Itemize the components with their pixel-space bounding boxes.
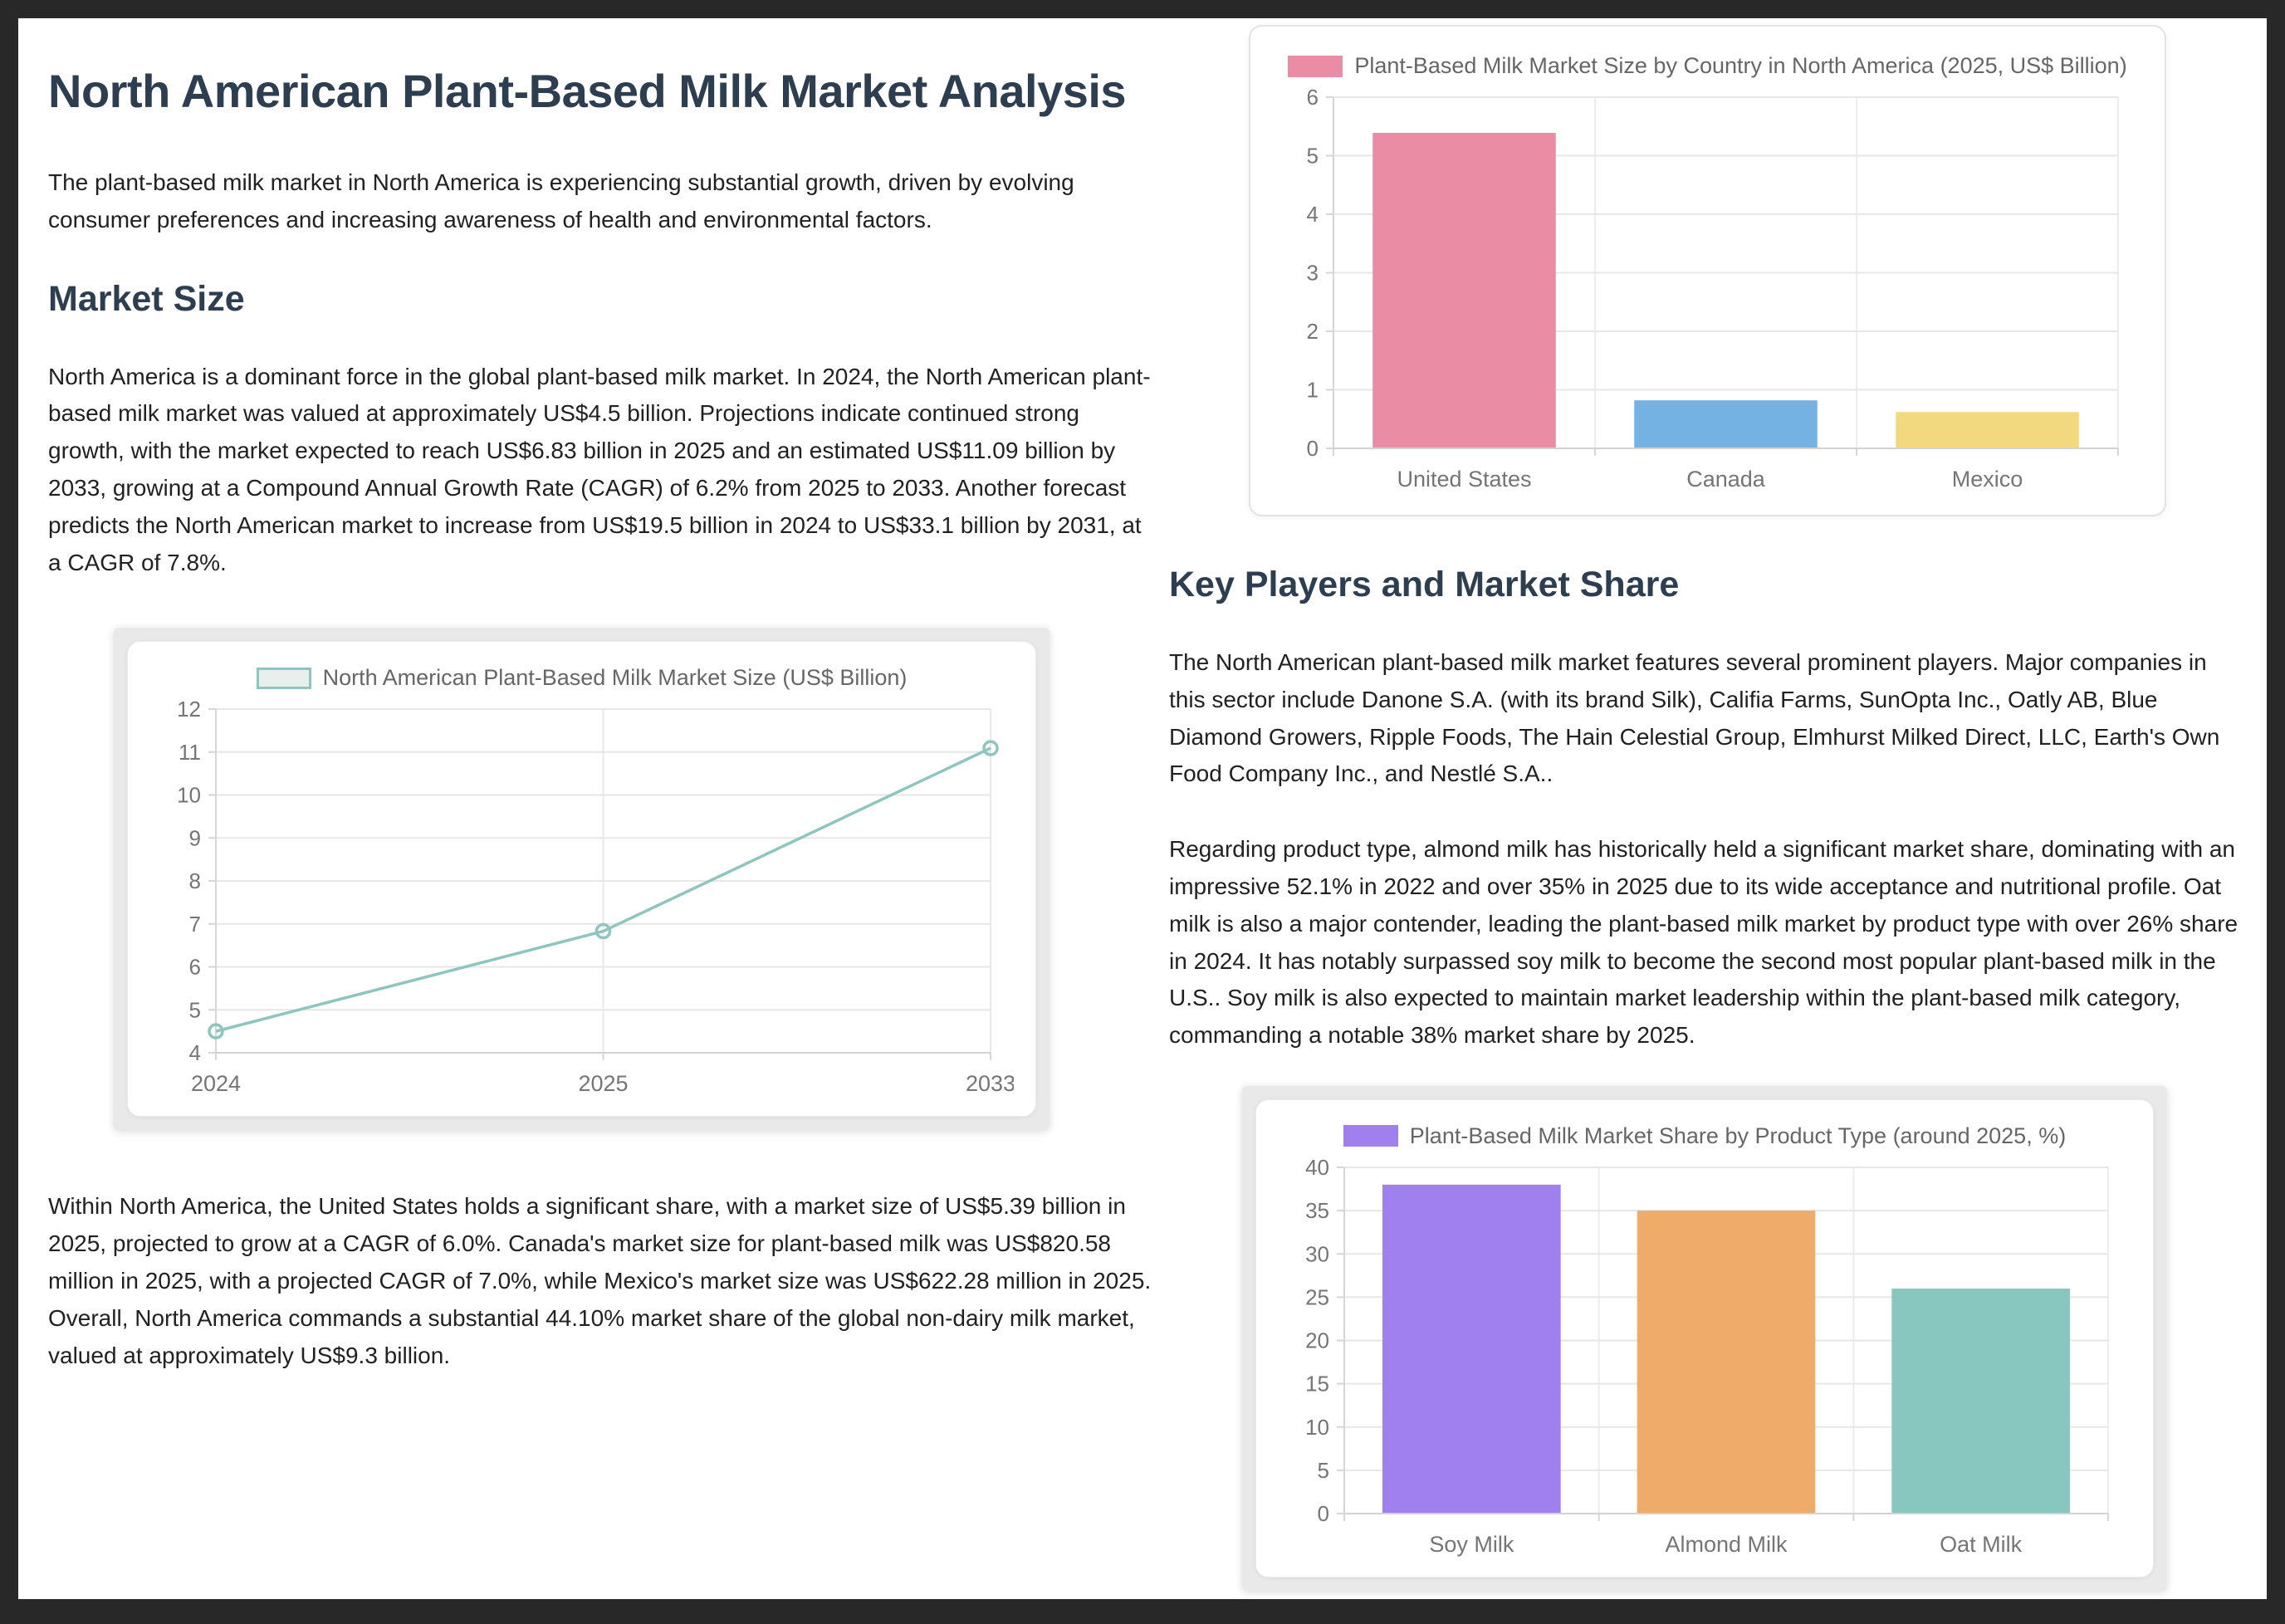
svg-text:9: 9 — [189, 826, 201, 851]
svg-text:25: 25 — [1305, 1284, 1329, 1309]
svg-text:Almond Milk: Almond Milk — [1665, 1532, 1788, 1557]
svg-text:7: 7 — [189, 912, 201, 937]
svg-text:Oat Milk: Oat Milk — [1940, 1532, 2023, 1557]
right-column: Plant-Based Milk Market Size by Country … — [1169, 18, 2245, 1591]
product-share-figure: Plant-Based Milk Market Share by Product… — [1242, 1085, 2167, 1591]
svg-text:0: 0 — [1307, 436, 1319, 461]
country-chart-card: Plant-Based Milk Market Size by Country … — [1249, 25, 2166, 516]
country-chart-legend-label: Plant-Based Milk Market Size by Country … — [1354, 53, 2127, 78]
svg-text:35: 35 — [1305, 1198, 1329, 1223]
svg-text:40: 40 — [1305, 1159, 1329, 1180]
country-chart-plot: 0 1 2 3 4 5 6 United States Canada Mexico — [1274, 85, 2141, 501]
svg-text:20: 20 — [1305, 1328, 1329, 1353]
svg-text:4: 4 — [189, 1040, 201, 1065]
product-share-card: Plant-Based Milk Market Share by Product… — [1255, 1098, 2154, 1578]
svg-text:Canada: Canada — [1686, 467, 1766, 492]
svg-text:30: 30 — [1305, 1241, 1329, 1266]
svg-text:2033: 2033 — [966, 1071, 1014, 1096]
line-chart-figure: North American Plant-Based Milk Market S… — [114, 628, 1050, 1131]
svg-text:10: 10 — [1305, 1415, 1329, 1440]
svg-text:5: 5 — [1307, 144, 1319, 169]
product-share-legend-swatch — [1343, 1125, 1398, 1147]
country-chart-legend-swatch — [1288, 55, 1343, 77]
line-chart-card: North American Plant-Based Milk Market S… — [127, 641, 1036, 1118]
line-chart-legend: North American Plant-Based Milk Market S… — [149, 665, 1014, 691]
svg-text:United States: United States — [1397, 467, 1531, 492]
country-chart-legend: Plant-Based Milk Market Size by Country … — [1274, 53, 2141, 79]
svg-text:2024: 2024 — [191, 1071, 241, 1096]
svg-text:10: 10 — [177, 783, 201, 808]
svg-text:3: 3 — [1307, 261, 1319, 286]
svg-text:4: 4 — [1307, 202, 1319, 227]
svg-text:15: 15 — [1305, 1372, 1329, 1397]
left-column: North American Plant-Based Milk Market A… — [48, 55, 1154, 1374]
svg-text:11: 11 — [179, 740, 201, 765]
market-size-heading: Market Size — [48, 278, 245, 319]
market-size-paragraph-1: North America is a dominant force in the… — [48, 363, 1151, 575]
document-page: North American Plant-Based Milk Market A… — [18, 18, 2267, 1599]
svg-text:8: 8 — [189, 868, 201, 893]
line-chart-plot: 4 5 6 7 8 9 10 11 12 2024 2025 2033 — [149, 697, 1015, 1106]
svg-text:Mexico: Mexico — [1952, 467, 2023, 492]
svg-text:6: 6 — [1307, 89, 1319, 110]
svg-text:0: 0 — [1318, 1501, 1329, 1526]
svg-text:5: 5 — [189, 998, 201, 1023]
svg-text:5: 5 — [1318, 1458, 1329, 1483]
product-share-legend-label: Plant-Based Milk Market Share by Product… — [1409, 1123, 2067, 1148]
page-title: North American Plant-Based Milk Market A… — [48, 65, 1127, 117]
svg-text:2: 2 — [1307, 319, 1319, 344]
product-share-legend: Plant-Based Milk Market Share by Product… — [1278, 1123, 2131, 1149]
svg-text:Soy Milk: Soy Milk — [1429, 1532, 1514, 1557]
key-players-paragraph-2: Regarding product type, almond milk has … — [1169, 836, 2239, 1049]
line-chart-legend-swatch — [256, 667, 311, 689]
line-chart-legend-label: North American Plant-Based Milk Market S… — [322, 665, 908, 691]
svg-text:6: 6 — [189, 955, 201, 980]
intro-paragraph: The plant-based milk market in North Ame… — [48, 169, 1074, 232]
key-players-paragraph-1: The North American plant-based milk mark… — [1169, 649, 2220, 787]
product-share-plot: 0 5 10 15 20 25 30 35 40 Soy Milk Almond Milk Oat M… — [1278, 1155, 2131, 1567]
svg-text:1: 1 — [1307, 378, 1319, 403]
key-players-heading: Key Players and Market Share — [1169, 565, 1680, 604]
market-size-paragraph-2: Within North America, the United States … — [48, 1193, 1152, 1368]
svg-text:2025: 2025 — [578, 1071, 628, 1096]
svg-text:12: 12 — [177, 701, 201, 722]
